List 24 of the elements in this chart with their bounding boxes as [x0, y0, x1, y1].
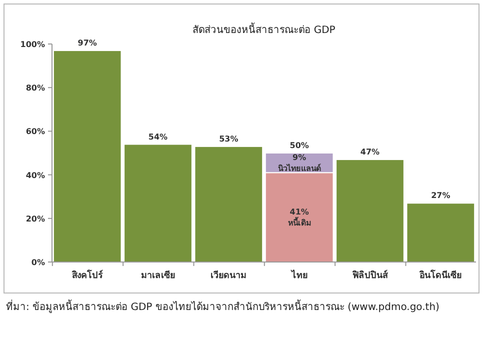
- total-label: 50%: [290, 141, 309, 150]
- y-tick-label: 100%: [20, 40, 45, 49]
- y-tick-label: 80%: [26, 84, 45, 93]
- x-tick-label: ฟิลิปปินส์: [352, 269, 388, 281]
- series-label: หนี้เดิม: [288, 216, 311, 228]
- total-label: 47%: [360, 148, 380, 157]
- chart-title: สัดส่วนของหนี้สาธารณะต่อ GDP: [192, 22, 336, 36]
- data-label: 9%: [292, 152, 306, 162]
- y-tick-label: 60%: [26, 127, 45, 136]
- x-tick-label: มาเลเซีย: [141, 270, 175, 281]
- total-label: 53%: [219, 134, 238, 144]
- y-tick-label: 0%: [31, 258, 45, 267]
- total-label: 27%: [431, 191, 450, 200]
- text: ที่มา: ข้อมูลหนี้สาธารณะต่อ GDP ของไทยได้มาจากสำนักบริหารหนี้สาธารณะ (www.pdmo.go.th): [6, 299, 440, 313]
- x-tick-label: เวียดนาม: [210, 270, 247, 281]
- x-tick-label: ไทย: [290, 269, 308, 281]
- data-label: 41%: [290, 207, 309, 216]
- series-label: นิวไทยแลนด์: [278, 162, 321, 173]
- x-tick-label: อินโดนีเซีย: [418, 269, 462, 281]
- total-label: 54%: [148, 132, 168, 142]
- total-label: 97%: [78, 38, 97, 48]
- y-tick-label: 20%: [26, 214, 45, 224]
- y-tick-label: 40%: [26, 170, 45, 180]
- x-tick-label: สิงคโปร์: [70, 269, 103, 281]
